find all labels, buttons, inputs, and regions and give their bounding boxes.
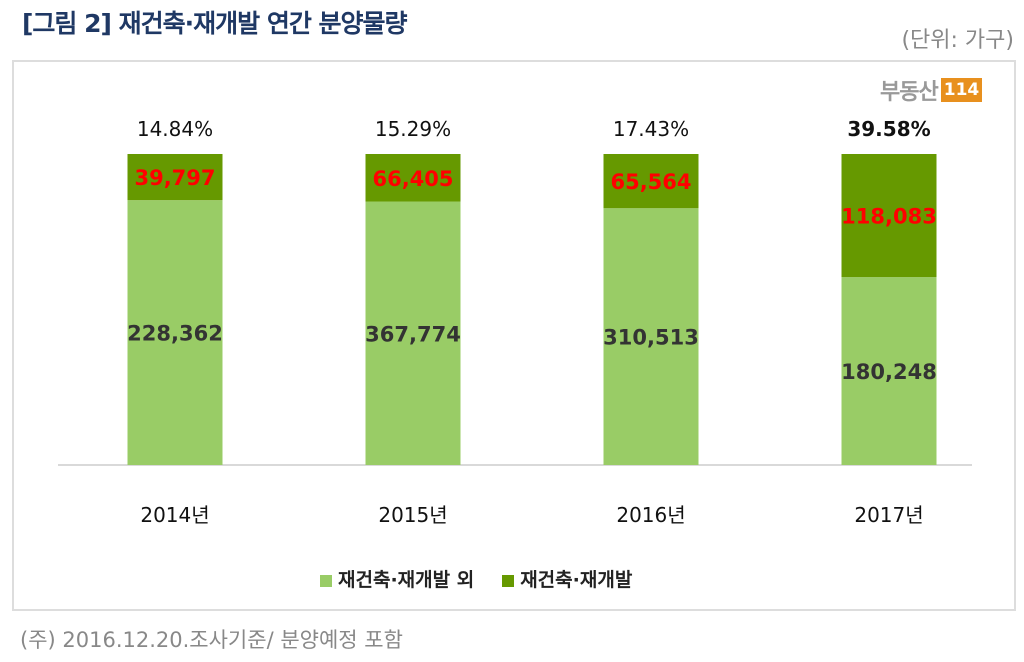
data-label-redev: 39,797 [134,166,215,190]
footnote: (주) 2016.12.20.조사기준/ 분양예정 포함 [20,628,403,652]
bar-segment-redev [365,154,461,202]
bar-segment-redev [841,154,937,278]
data-label-redev: 66,405 [372,167,453,191]
unit-label: (단위: 가구) [901,28,1014,53]
bar-segment-other [603,208,699,465]
bar-segment-other [127,200,223,465]
chart-frame [12,60,1016,611]
chart-title: [그림 2] 재건축·재개발 연간 분양물량 [22,9,408,38]
x-tick-label: 2017년 [854,503,923,527]
data-label-other: 180,248 [841,360,937,384]
bar-segment-other [365,201,461,465]
legend-swatch [320,574,332,587]
data-label-redev: 118,083 [841,205,937,229]
data-label-other: 310,513 [603,326,699,350]
share-label: 39.58% [847,117,930,141]
logo-text: 부동산 [880,80,939,105]
x-tick-label: 2015년 [378,503,447,527]
bar-segment-redev [603,154,699,209]
logo: 부동산 114 [880,74,983,106]
data-label-other: 228,362 [127,322,223,346]
share-label: 14.84% [137,117,213,141]
legend: 재건축·재개발 외 재건축·재개발 [320,565,632,592]
share-label: 15.29% [375,117,451,141]
legend-label: 재건축·재개발 [520,569,633,591]
data-label-other: 367,774 [365,322,461,346]
x-tick-label: 2014년 [140,503,209,527]
x-tick-label: 2016년 [616,503,685,527]
legend-label: 재건축·재개발 외 [338,569,475,591]
share-label: 17.43% [613,117,689,141]
data-label-redev: 65,564 [610,170,691,194]
legend-item-redev: 재건축·재개발 [502,565,632,592]
legend-item-other: 재건축·재개발 외 [320,565,474,592]
legend-swatch [502,574,515,587]
bar-segment-other [841,277,937,465]
logo-number: 114 [940,78,983,102]
bar-segment-redev [127,154,223,201]
